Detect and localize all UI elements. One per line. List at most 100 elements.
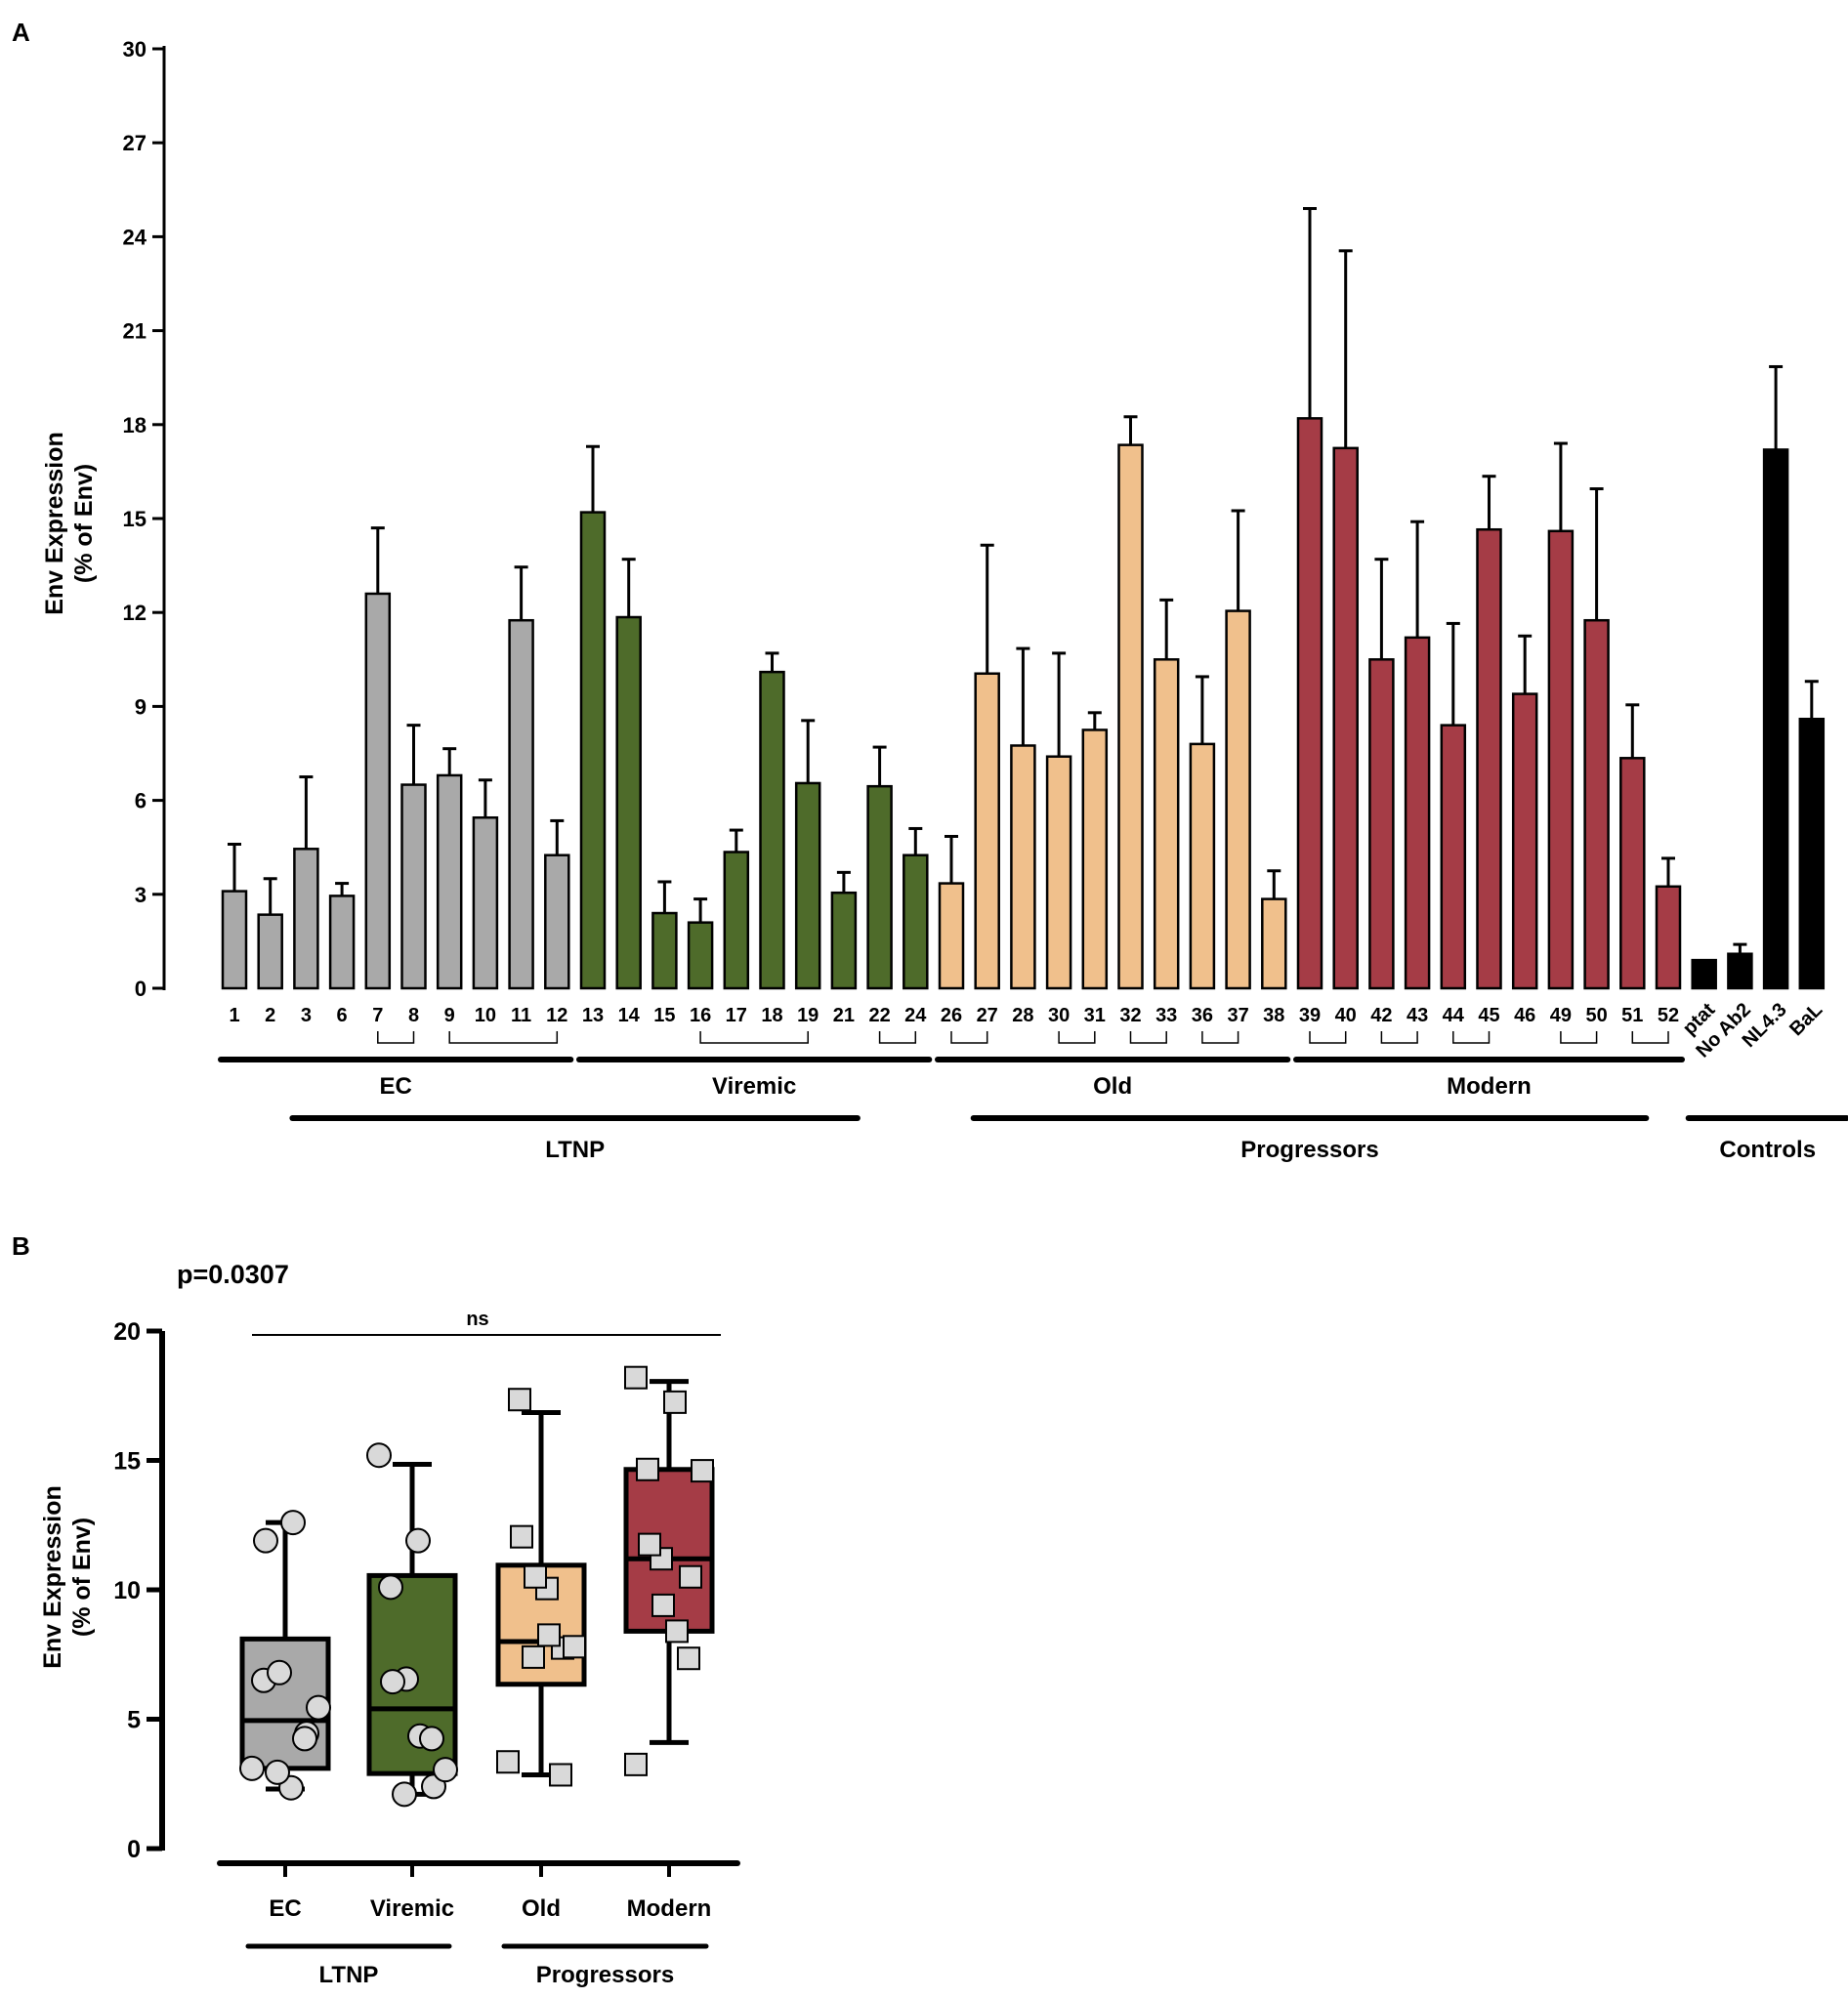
panel-a-x-tick-label: 31	[1084, 1005, 1106, 1026]
panel-a-bar	[221, 890, 248, 990]
panel-b-point	[292, 1726, 317, 1752]
panel-b-point	[280, 1510, 306, 1536]
panel-a-y-tick-label: 0	[135, 977, 147, 1001]
panel-a-bar	[723, 851, 750, 990]
panel-b-x-tick-label: Old	[522, 1895, 561, 1922]
panel-a-bar	[1261, 897, 1287, 990]
panel-a-bar	[759, 670, 785, 990]
panel-a-x-tick-label: 46	[1514, 1005, 1535, 1026]
panel-a-y-tick-label: 27	[123, 131, 147, 155]
panel-a-ylabel-line1: Env Expression	[41, 432, 68, 615]
panel-b-supergroup-label: Progressors	[536, 1962, 674, 1988]
panel-a-bar	[1655, 885, 1682, 990]
panel-a-supergroup-label: LTNP	[545, 1137, 605, 1163]
panel-a-bar	[903, 853, 929, 990]
panel-a-y-tick-label: 30	[123, 37, 147, 62]
panel-b-point	[677, 1646, 700, 1671]
panel-a-label: A	[12, 18, 30, 47]
panel-b-point	[691, 1459, 714, 1483]
panel-a-bar	[364, 592, 392, 990]
panel-b-point	[265, 1759, 290, 1785]
panel-b-point	[663, 1390, 687, 1414]
panel-a-supergroup-label: Controls	[1719, 1137, 1816, 1163]
panel-b-point	[366, 1442, 392, 1469]
panel-b-ylabel-line1: Env Expression	[39, 1485, 66, 1669]
panel-a-pair-bracket	[1058, 1031, 1096, 1044]
panel-a-x-tick-label: 3	[301, 1005, 312, 1026]
panel-b-y-tick-label: 0	[127, 1836, 141, 1863]
panel-a-x-tick-label: 21	[833, 1005, 855, 1026]
panel-a-x-tick-label: 50	[1585, 1005, 1607, 1026]
panel-b-y-tick-label: 15	[113, 1448, 141, 1476]
panel-a-bar	[938, 882, 965, 990]
panel-b-pvalue: p=0.0307	[177, 1260, 289, 1289]
panel-a-bar	[615, 615, 642, 990]
panel-a-bar	[400, 783, 427, 990]
panel-b-point	[524, 1564, 547, 1589]
panel-a-y-tick-label: 9	[135, 694, 147, 719]
panel-a-x-tick-label: 18	[761, 1005, 782, 1026]
panel-a-bar	[1727, 952, 1753, 990]
panel-a-bar	[1117, 443, 1144, 990]
panel-a-pair-bracket	[1309, 1031, 1347, 1044]
panel-a-x-tick-label: 19	[797, 1005, 819, 1026]
panel-a-bar	[651, 911, 678, 990]
panel-a-bar	[1153, 658, 1180, 990]
panel-a-ylabel-line2: (% of Env)	[70, 464, 98, 583]
panel-a-y-tick-label: 3	[135, 883, 147, 907]
panel-b-y-tick-label: 10	[113, 1577, 141, 1604]
panel-a-bar	[293, 848, 319, 990]
panel-a-x-tick-label: 42	[1370, 1005, 1392, 1026]
panel-a-ylabel: Env Expression (% of Env)	[41, 432, 98, 615]
panel-a-x-tick-label: 30	[1048, 1005, 1070, 1026]
panel-a-pair-bracket	[1452, 1031, 1491, 1044]
panel-a-bar	[579, 511, 607, 990]
panel-a-x-tick-label: 13	[582, 1005, 604, 1026]
panel-b-point	[419, 1726, 444, 1752]
panel-b-point	[638, 1532, 661, 1557]
panel-a-x-tick-label: 39	[1299, 1005, 1321, 1026]
panel-b-ylabel-line2: (% of Env)	[68, 1518, 96, 1637]
panel-b-point	[624, 1752, 648, 1776]
panel-b-point	[392, 1781, 417, 1808]
panel-a-x-tick-label: 15	[653, 1005, 675, 1026]
panel-b-y-tick-label: 20	[113, 1318, 141, 1346]
panel-a-pair-bracket	[1201, 1031, 1239, 1044]
panel-a-x-tick-label: BaL	[1785, 999, 1827, 1040]
panel-b-point	[510, 1524, 533, 1549]
panel-a-pair-bracket	[699, 1031, 809, 1044]
panel-a-x-tick-label: 44	[1443, 1005, 1465, 1026]
panel-a-bar	[794, 781, 821, 990]
panel-a-group-label: Old	[1093, 1073, 1132, 1100]
panel-b-point	[253, 1527, 278, 1554]
panel-a-bar	[1368, 658, 1395, 990]
panel-b-point	[508, 1388, 531, 1412]
panel-b-point	[563, 1635, 586, 1659]
panel-a-bar	[1583, 618, 1610, 990]
panel-a-supergroup-label: Progressors	[1240, 1137, 1378, 1163]
panel-b-box-plot: 0 5 10 15 20 EC Viremic Old Modern LTNP Progressor…	[113, 1318, 740, 1988]
panel-a-bar	[1547, 529, 1575, 990]
panel-a-bar	[436, 773, 463, 990]
panel-a-x-tick-label: 11	[511, 1005, 531, 1026]
panel-a-pair-bracket	[950, 1031, 988, 1044]
panel-a-x-tick-label: 10	[475, 1005, 496, 1026]
panel-a-x-tick-label: 16	[690, 1005, 711, 1026]
panel-b-point	[651, 1593, 675, 1617]
panel-a-bar	[1476, 527, 1502, 990]
panel-b-label: B	[12, 1231, 30, 1261]
panel-a-x-tick-label: 7	[372, 1005, 383, 1026]
panel-a-x-tick-label: 1	[229, 1005, 239, 1026]
panel-a-bar	[1189, 742, 1216, 990]
panel-b-point	[380, 1669, 405, 1695]
panel-a-x-tick-label: 43	[1407, 1005, 1428, 1026]
panel-a-bar	[1440, 724, 1467, 990]
panel-a-x-tick-label: 24	[904, 1005, 927, 1026]
panel-b-point	[496, 1750, 520, 1774]
panel-a-pair-bracket	[448, 1031, 559, 1044]
panel-a-pair-bracket	[377, 1031, 415, 1044]
panel-a-bar	[1225, 609, 1251, 990]
panel-a-y-tick-label: 18	[123, 413, 147, 437]
panel-a-x-tick-label: 28	[1012, 1005, 1033, 1026]
panel-a-bar	[1010, 744, 1036, 990]
